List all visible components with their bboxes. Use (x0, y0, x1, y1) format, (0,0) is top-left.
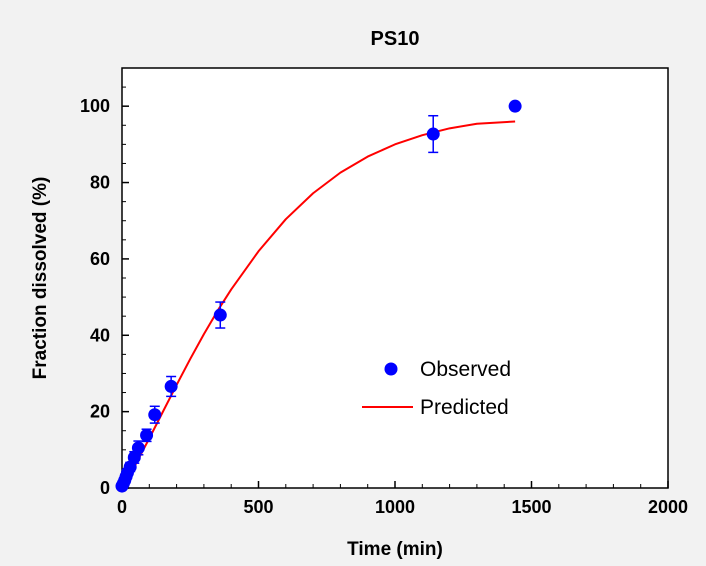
x-tick-label: 500 (243, 497, 273, 517)
y-tick-label: 100 (80, 96, 110, 116)
legend-observed-marker (384, 362, 398, 376)
observed-point (213, 308, 227, 322)
y-tick-label: 0 (100, 478, 110, 498)
observed-point (426, 127, 440, 141)
x-tick-label: 0 (117, 497, 127, 517)
chart-title: PS10 (371, 28, 420, 50)
x-axis: 0 500 1000 1500 2000 (117, 481, 688, 517)
legend: Observed Predicted (362, 358, 511, 419)
observed-point (131, 441, 145, 455)
observed-point (140, 428, 154, 442)
y-tick-label: 60 (90, 249, 110, 269)
legend-observed-label: Observed (420, 358, 511, 381)
x-tick-label: 2000 (648, 497, 688, 517)
observed-point (508, 99, 522, 113)
y-tick-label: 20 (90, 402, 110, 422)
y-axis-label: Fraction dissolved (%) (30, 177, 51, 380)
plot-area (121, 67, 669, 489)
observed-point (148, 408, 162, 422)
observed-point (164, 379, 178, 393)
x-tick-label: 1500 (511, 497, 551, 517)
legend-predicted-label: Predicted (420, 396, 509, 419)
y-axis: 0 20 40 60 80 100 (80, 67, 129, 498)
x-tick-label: 1000 (375, 497, 415, 517)
y-tick-label: 40 (90, 325, 110, 345)
y-tick-label: 80 (90, 173, 110, 193)
x-axis-label: Time (min) (347, 539, 443, 560)
observed-series (115, 99, 522, 493)
